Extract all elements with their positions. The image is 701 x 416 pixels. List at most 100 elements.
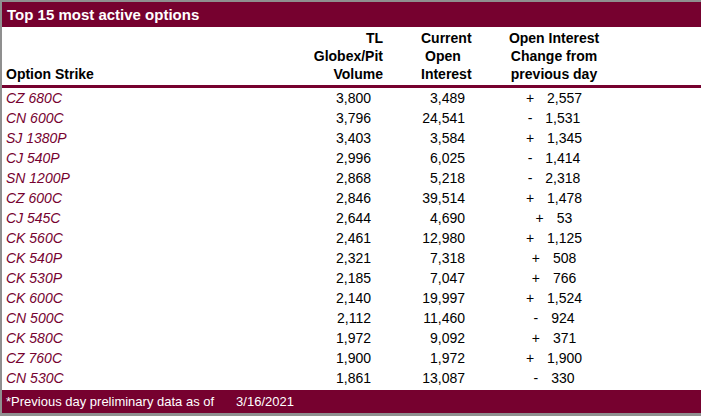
- change-sign: +: [526, 228, 534, 248]
- open-interest-cell: 13,087: [387, 368, 469, 388]
- option-strike-cell: CN 500C: [2, 308, 300, 328]
- column-header-option-strike: Option Strike: [2, 27, 300, 85]
- open-interest-cell: 1,972: [387, 348, 469, 368]
- volume-cell: 2,846: [300, 188, 387, 208]
- volume-cell: 2,461: [300, 228, 387, 248]
- change-sign: +: [526, 188, 534, 208]
- oi-change-cell: +766: [469, 268, 639, 288]
- change-value: 371: [553, 328, 576, 348]
- option-strike-cell: CN 530C: [2, 368, 300, 388]
- change-value: 2,557: [547, 88, 582, 108]
- volume-cell: 3,800: [300, 88, 387, 108]
- footnote-date: 3/16/2021: [236, 394, 294, 409]
- change-value: 1,531: [545, 108, 580, 128]
- volume-cell: 1,861: [300, 368, 387, 388]
- volume-cell: 3,796: [300, 108, 387, 128]
- option-strike-cell: CZ 680C: [2, 88, 300, 108]
- volume-cell: 2,644: [300, 208, 387, 228]
- change-value: 766: [553, 268, 576, 288]
- volume-cell: 1,900: [300, 348, 387, 368]
- column-header-open-interest-line1: Current: [421, 29, 465, 47]
- change-sign: -: [528, 168, 533, 188]
- table-row: CN 500C 2,112 11,460 -924: [2, 308, 701, 328]
- change-sign: +: [532, 328, 540, 348]
- change-sign: +: [532, 248, 540, 268]
- oi-change-cell: -1,414: [469, 148, 639, 168]
- option-strike-cell: CZ 600C: [2, 188, 300, 208]
- open-interest-cell: 7,047: [387, 268, 469, 288]
- table-row: CJ 545C 2,644 4,690 +53: [2, 208, 701, 228]
- option-strike-cell: CK 600C: [2, 288, 300, 308]
- oi-change-cell: -924: [469, 308, 639, 328]
- column-header-volume-line1: TL Globex/Pit: [300, 29, 383, 65]
- change-sign: -: [533, 308, 538, 328]
- change-value: 1,478: [547, 188, 582, 208]
- change-sign: +: [526, 128, 534, 148]
- table-row: CK 560C 2,461 12,980 +1,125: [2, 228, 701, 248]
- change-value: 924: [551, 308, 574, 328]
- change-value: 2,318: [545, 168, 580, 188]
- change-sign: -: [528, 108, 533, 128]
- table-row: SJ 1380P 3,403 3,584 +1,345: [2, 128, 701, 148]
- volume-cell: 1,972: [300, 328, 387, 348]
- volume-cell: 2,321: [300, 248, 387, 268]
- open-interest-cell: 19,997: [387, 288, 469, 308]
- change-sign: +: [526, 88, 534, 108]
- change-sign: +: [526, 348, 534, 368]
- open-interest-cell: 7,318: [387, 248, 469, 268]
- column-header-volume: TL Globex/Pit Volume: [300, 27, 387, 85]
- change-value: 1,345: [547, 128, 582, 148]
- table-row: CJ 540P 2,996 6,025 -1,414: [2, 148, 701, 168]
- change-value: 1,414: [545, 148, 580, 168]
- change-sign: +: [536, 208, 544, 228]
- column-header-open-interest: Current Open Interest: [387, 27, 469, 85]
- table-row: CZ 600C 2,846 39,514 +1,478: [2, 188, 701, 208]
- change-sign: +: [526, 288, 534, 308]
- open-interest-cell: 9,092: [387, 328, 469, 348]
- option-strike-cell: CZ 760C: [2, 348, 300, 368]
- oi-change-cell: +508: [469, 248, 639, 268]
- open-interest-cell: 39,514: [387, 188, 469, 208]
- report-footnote-bar: *Previous day preliminary data as of 3/1…: [2, 390, 701, 413]
- change-sign: -: [528, 148, 533, 168]
- table-row: CZ 680C 3,800 3,489 +2,557: [2, 88, 701, 108]
- table-row: CN 530C 1,861 13,087 -330: [2, 368, 701, 388]
- option-strike-cell: SN 1200P: [2, 168, 300, 188]
- header-filler: [639, 27, 701, 85]
- table-header-row: Option Strike TL Globex/Pit Volume Curre…: [2, 27, 701, 88]
- change-value: 1,125: [547, 228, 582, 248]
- change-sign: +: [532, 268, 540, 288]
- column-header-open-interest-line3: Interest: [421, 65, 465, 83]
- table-row: CK 600C 2,140 19,997 +1,524: [2, 288, 701, 308]
- change-value: 1,900: [547, 348, 582, 368]
- open-interest-cell: 3,489: [387, 88, 469, 108]
- open-interest-cell: 5,218: [387, 168, 469, 188]
- volume-cell: 2,185: [300, 268, 387, 288]
- table-row: CK 540P 2,321 7,318 +508: [2, 248, 701, 268]
- column-header-option-strike-label: Option Strike: [6, 65, 300, 83]
- change-value: 508: [553, 248, 576, 268]
- change-value: 330: [551, 368, 574, 388]
- table-row: SN 1200P 2,868 5,218 -2,318: [2, 168, 701, 188]
- table-row: CK 580C 1,972 9,092 +371: [2, 328, 701, 348]
- table-row: CN 600C 3,796 24,541 -1,531: [2, 108, 701, 128]
- open-interest-cell: 6,025: [387, 148, 469, 168]
- option-strike-cell: CK 540P: [2, 248, 300, 268]
- oi-change-cell: +1,524: [469, 288, 639, 308]
- footnote-text: *Previous day preliminary data as of: [6, 394, 214, 409]
- oi-change-cell: +1,478: [469, 188, 639, 208]
- oi-change-cell: +1,345: [469, 128, 639, 148]
- column-header-oi-change-line2: Change from: [469, 47, 639, 65]
- oi-change-cell: -2,318: [469, 168, 639, 188]
- oi-change-cell: -1,531: [469, 108, 639, 128]
- open-interest-cell: 24,541: [387, 108, 469, 128]
- change-value: 53: [557, 208, 573, 228]
- report-title: Top 15 most active options: [7, 6, 199, 23]
- column-header-oi-change-line1: Open Interest: [469, 29, 639, 47]
- open-interest-cell: 12,980: [387, 228, 469, 248]
- report-title-bar: Top 15 most active options: [2, 2, 701, 27]
- column-header-oi-change: Open Interest Change from previous day: [469, 27, 639, 85]
- oi-change-cell: +2,557: [469, 88, 639, 108]
- option-strike-cell: SJ 1380P: [2, 128, 300, 148]
- column-header-open-interest-line2: Open: [421, 47, 465, 65]
